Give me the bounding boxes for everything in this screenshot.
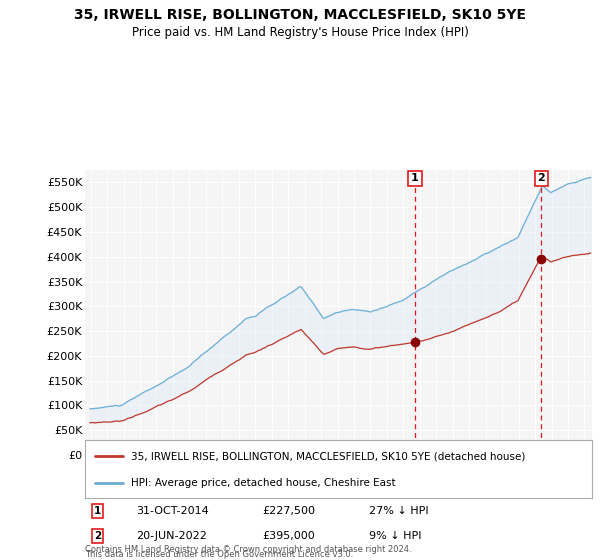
Text: 2: 2 [538,174,545,184]
Text: £395,000: £395,000 [262,531,315,541]
Text: 2: 2 [94,531,101,541]
Text: 27% ↓ HPI: 27% ↓ HPI [369,506,428,516]
Text: 1: 1 [94,506,101,516]
Text: 20-JUN-2022: 20-JUN-2022 [136,531,206,541]
Text: 35, IRWELL RISE, BOLLINGTON, MACCLESFIELD, SK10 5YE: 35, IRWELL RISE, BOLLINGTON, MACCLESFIEL… [74,8,526,22]
Text: £227,500: £227,500 [262,506,316,516]
Text: 35, IRWELL RISE, BOLLINGTON, MACCLESFIELD, SK10 5YE (detached house): 35, IRWELL RISE, BOLLINGTON, MACCLESFIEL… [131,451,525,461]
Text: 31-OCT-2014: 31-OCT-2014 [136,506,208,516]
Text: 9% ↓ HPI: 9% ↓ HPI [369,531,421,541]
Text: Contains HM Land Registry data © Crown copyright and database right 2024.: Contains HM Land Registry data © Crown c… [85,545,412,554]
Text: This data is licensed under the Open Government Licence v3.0.: This data is licensed under the Open Gov… [85,550,353,559]
Text: 1: 1 [411,174,419,184]
Text: Price paid vs. HM Land Registry's House Price Index (HPI): Price paid vs. HM Land Registry's House … [131,26,469,39]
Text: HPI: Average price, detached house, Cheshire East: HPI: Average price, detached house, Ches… [131,478,395,488]
